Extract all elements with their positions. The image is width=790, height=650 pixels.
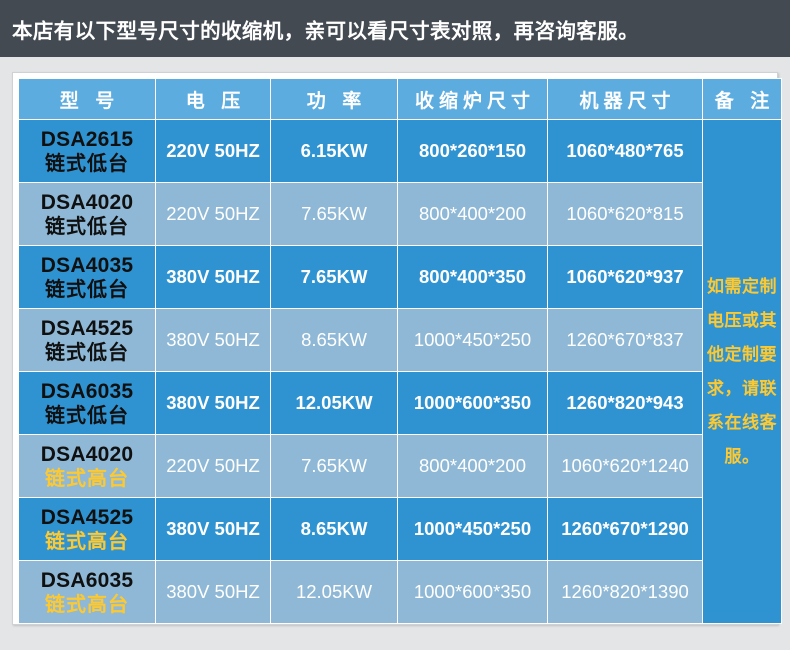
model-code: DSA2615 [40, 128, 134, 152]
top-banner: 本店有以下型号尺寸的收缩机，亲可以看尺寸表对照，再咨询客服。 [0, 0, 790, 57]
table-row: DSA6035 链式高台 380V 50HZ 12.05KW 1000*600*350 1… [19, 561, 781, 623]
table-header: 型 号 电 压 功 率 收缩炉尺寸 机器尺寸 备 注 [19, 79, 781, 119]
table-body: DSA2615 链式低台 220V 50HZ 6.15KW 800*260*150 106… [19, 120, 781, 623]
cell-furnace-size: 1000*600*350 [398, 561, 547, 623]
cell-model: DSA4525 链式高台 [19, 498, 155, 560]
table-row: DSA6035 链式低台 380V 50HZ 12.05KW 1000*600*350 1… [19, 372, 781, 434]
model-subtype: 链式高台 [45, 591, 129, 616]
cell-power: 12.05KW [271, 372, 397, 434]
model-subtype: 链式低台 [45, 150, 129, 175]
cell-furnace-size: 1000*450*250 [398, 309, 547, 371]
cell-voltage: 380V 50HZ [156, 498, 270, 560]
table-header-row: 型 号 电 压 功 率 收缩炉尺寸 机器尺寸 备 注 [19, 79, 781, 119]
cell-machine-size: 1060*620*1240 [548, 435, 702, 497]
table-row: DSA4035 链式低台 380V 50HZ 7.65KW 800*400*350 106… [19, 246, 781, 308]
cell-machine-size: 1060*620*937 [548, 246, 702, 308]
cell-model: DSA4020 链式低台 [19, 183, 155, 245]
cell-power: 8.65KW [271, 309, 397, 371]
column-header-remark: 备 注 [703, 79, 781, 119]
cell-voltage: 380V 50HZ [156, 246, 270, 308]
model-subtype: 链式低台 [45, 402, 129, 427]
column-header-voltage: 电 压 [156, 79, 270, 119]
model-code: DSA6035 [40, 569, 134, 593]
cell-furnace-size: 800*400*350 [398, 246, 547, 308]
cell-power: 12.05KW [271, 561, 397, 623]
cell-power: 7.65KW [271, 183, 397, 245]
cell-machine-size: 1060*620*815 [548, 183, 702, 245]
cell-voltage: 380V 50HZ [156, 561, 270, 623]
cell-voltage: 220V 50HZ [156, 120, 270, 182]
cell-power: 6.15KW [271, 120, 397, 182]
cell-voltage: 220V 50HZ [156, 183, 270, 245]
cell-model: DSA4035 链式低台 [19, 246, 155, 308]
column-header-model: 型 号 [19, 79, 155, 119]
cell-remark: 如需定制电压或其他定制要求，请联系在线客服。 [703, 120, 781, 623]
cell-model: DSA2615 链式低台 [19, 120, 155, 182]
cell-power: 7.65KW [271, 246, 397, 308]
column-header-power: 功 率 [271, 79, 397, 119]
model-subtype: 链式高台 [45, 465, 129, 490]
cell-machine-size: 1260*670*837 [548, 309, 702, 371]
table-row: DSA4020 链式低台 220V 50HZ 7.65KW 800*400*200 106… [19, 183, 781, 245]
cell-machine-size: 1260*820*1390 [548, 561, 702, 623]
model-code: DSA4020 [40, 191, 134, 215]
cell-model: DSA6035 链式低台 [19, 372, 155, 434]
table-row: DSA2615 链式低台 220V 50HZ 6.15KW 800*260*150 106… [19, 120, 781, 623]
cell-model: DSA4020 链式高台 [19, 435, 155, 497]
cell-machine-size: 1260*670*1290 [548, 498, 702, 560]
model-code: DSA6035 [40, 380, 134, 404]
model-code: DSA4035 [40, 254, 134, 278]
cell-furnace-size: 1000*450*250 [398, 498, 547, 560]
spec-table: 型 号 电 压 功 率 收缩炉尺寸 机器尺寸 备 注 DSA2615 链式低台 22… [18, 78, 782, 624]
cell-voltage: 380V 50HZ [156, 309, 270, 371]
model-code: DSA4525 [40, 317, 134, 341]
cell-power: 8.65KW [271, 498, 397, 560]
model-subtype: 链式低台 [45, 339, 129, 364]
cell-voltage: 380V 50HZ [156, 372, 270, 434]
cell-furnace-size: 800*400*200 [398, 183, 547, 245]
model-subtype: 链式高台 [45, 528, 129, 553]
table-row: DSA4525 链式高台 380V 50HZ 8.65KW 1000*450*250 12… [19, 498, 781, 560]
spec-table-frame: 型 号 电 压 功 率 收缩炉尺寸 机器尺寸 备 注 DSA2615 链式低台 22… [12, 72, 782, 625]
table-row: DSA4525 链式低台 380V 50HZ 8.65KW 1000*450*250 12… [19, 309, 781, 371]
column-header-machine-size: 机器尺寸 [548, 79, 702, 119]
cell-furnace-size: 1000*600*350 [398, 372, 547, 434]
model-subtype: 链式低台 [45, 276, 129, 301]
cell-machine-size: 1060*480*765 [548, 120, 702, 182]
cell-machine-size: 1260*820*943 [548, 372, 702, 434]
cell-model: DSA4525 链式低台 [19, 309, 155, 371]
cell-voltage: 220V 50HZ [156, 435, 270, 497]
cell-furnace-size: 800*260*150 [398, 120, 547, 182]
banner-title: 本店有以下型号尺寸的收缩机，亲可以看尺寸表对照，再咨询客服。 [12, 18, 639, 43]
model-subtype: 链式低台 [45, 213, 129, 238]
table-row: DSA4020 链式高台 220V 50HZ 7.65KW 800*400*200 106… [19, 435, 781, 497]
cell-power: 7.65KW [271, 435, 397, 497]
column-header-furnace-size: 收缩炉尺寸 [398, 79, 547, 119]
model-code: DSA4525 [40, 506, 134, 530]
cell-furnace-size: 800*400*200 [398, 435, 547, 497]
model-code: DSA4020 [40, 443, 134, 467]
cell-model: DSA6035 链式高台 [19, 561, 155, 623]
